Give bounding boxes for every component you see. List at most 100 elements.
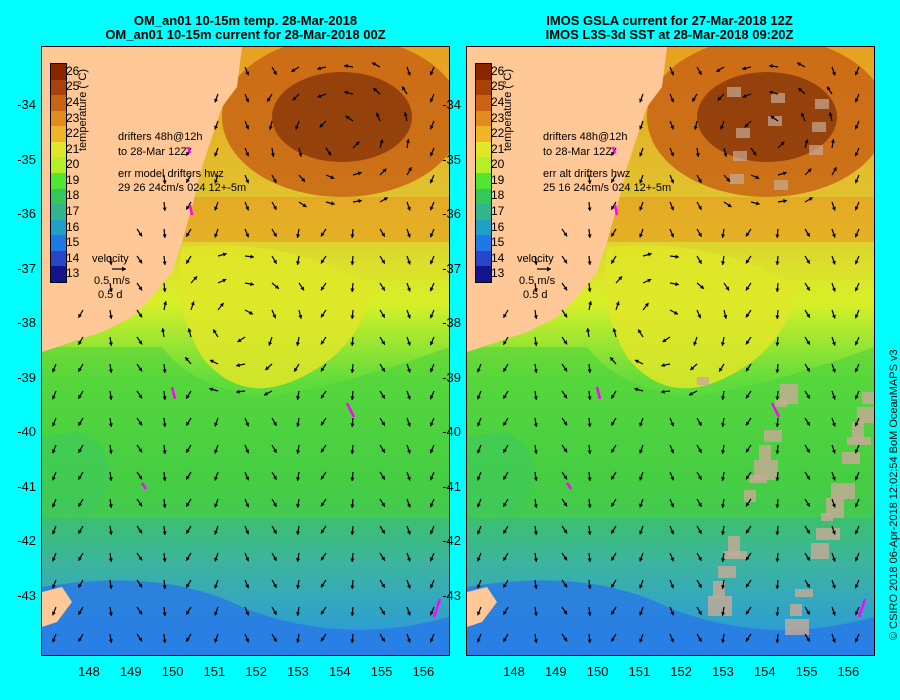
current-arrowhead: [429, 152, 434, 157]
current-arrowhead: [854, 206, 859, 211]
current-arrowhead: [563, 286, 568, 291]
longitude-label: 150: [586, 664, 609, 679]
current-arrowhead: [831, 287, 836, 292]
current-arrowhead: [292, 96, 297, 101]
current-arrowhead: [742, 66, 747, 71]
current-arrowhead: [51, 503, 56, 508]
current-arrowhead: [373, 88, 378, 92]
current-arrowhead: [78, 637, 82, 642]
drifter-track: [170, 386, 177, 400]
current-arrowhead: [358, 199, 362, 204]
current-arrowhead: [723, 314, 728, 319]
left-velocity-time: 0.5 d: [98, 289, 123, 301]
current-arrowhead: [533, 261, 538, 265]
current-arrowhead: [586, 328, 591, 332]
current-arrowhead: [692, 97, 696, 102]
current-arrowhead: [186, 637, 190, 642]
current-arrowhead: [611, 394, 615, 399]
current-arrowhead: [611, 178, 615, 183]
current-arrowhead: [350, 531, 355, 535]
current-arrowhead: [298, 152, 303, 157]
right-title-line2: IMOS L3S-3d SST at 28-Mar-2018 09:20Z: [545, 27, 794, 42]
current-arrowhead: [138, 448, 143, 453]
current-arrowhead: [429, 368, 434, 373]
latitude-label: -40: [442, 424, 461, 439]
current-arrowhead: [245, 611, 250, 616]
current-arrowhead: [138, 313, 143, 318]
drifter-track: [857, 598, 867, 618]
latitude-label: -36: [442, 206, 461, 221]
current-arrowhead: [533, 612, 538, 616]
no-data-patch: [718, 566, 736, 578]
current-arrowhead: [587, 261, 592, 265]
current-arrowhead: [245, 179, 250, 184]
current-arrowhead: [563, 583, 568, 588]
current-arrowhead: [854, 98, 859, 103]
current-arrowhead: [831, 341, 836, 346]
current-arrowhead: [831, 584, 836, 589]
current-arrowhead: [721, 234, 726, 238]
current-arrowhead: [429, 314, 434, 319]
current-arrowhead: [245, 125, 250, 130]
current-arrowhead: [214, 584, 219, 589]
current-arrowhead: [245, 476, 250, 481]
current-arrowhead: [272, 178, 277, 183]
current-arrowhead: [320, 340, 325, 345]
right-map-canvas: [467, 47, 874, 655]
colorbar-tick-label: 23: [491, 110, 505, 125]
current-arrowhead: [745, 610, 750, 615]
current-arrowhead: [108, 477, 113, 481]
current-arrowhead: [503, 448, 507, 453]
current-arrowhead: [725, 286, 730, 291]
credit-text: © CSIRO 2018 06-Apr-2018 12:02:54 BoM Oc…: [888, 349, 900, 640]
current-arrowhead: [406, 395, 411, 400]
current-arrowhead: [406, 233, 411, 238]
current-arrowhead: [355, 141, 360, 146]
current-arrowhead: [670, 233, 675, 238]
colorbar-tick-label: 19: [66, 172, 80, 187]
current-arrowhead: [698, 610, 702, 615]
current-arrowhead: [611, 259, 615, 264]
current-arrowhead: [273, 583, 277, 588]
current-arrowhead: [639, 530, 644, 535]
current-arrowhead: [854, 368, 859, 373]
current-arrowhead: [78, 610, 82, 615]
current-arrowhead: [611, 556, 615, 561]
current-arrowhead: [406, 503, 411, 508]
left-err-line2: 29 26 24cm/s 024 12+-5m: [118, 182, 247, 194]
current-arrowhead: [274, 284, 279, 289]
current-arrowhead: [320, 448, 325, 453]
current-arrowhead: [806, 610, 810, 615]
current-arrowhead: [320, 259, 325, 264]
current-arrowhead: [429, 98, 434, 103]
current-arrowhead: [804, 139, 809, 144]
latitude-label: -41: [442, 478, 461, 494]
longitude-label: 152: [670, 664, 693, 679]
current-arrowhead: [503, 313, 507, 318]
current-arrowhead: [209, 359, 214, 364]
current-arrowhead: [503, 367, 507, 372]
no-data-patch: [774, 180, 788, 190]
current-arrowhead: [476, 557, 481, 562]
current-arrowhead: [699, 284, 704, 289]
current-arrowhead: [245, 530, 250, 535]
current-arrowhead: [661, 363, 665, 368]
colorbar-segment: [51, 173, 66, 190]
tasmania-land: [467, 587, 497, 627]
current-arrowhead: [186, 448, 190, 453]
current-arrowhead: [214, 530, 219, 535]
current-arrowhead: [695, 153, 700, 157]
current-arrowhead: [383, 197, 388, 201]
current-arrowhead: [245, 638, 250, 643]
current-arrowhead: [563, 637, 568, 642]
current-arrowhead: [214, 98, 219, 103]
current-arrowhead: [296, 261, 301, 265]
no-data-patch: [713, 581, 725, 597]
current-arrowhead: [186, 205, 190, 210]
current-arrowhead: [248, 310, 253, 315]
current-arrowhead: [775, 504, 780, 508]
current-arrowhead: [533, 504, 538, 508]
current-arrowhead: [429, 557, 434, 562]
drifter-track: [595, 386, 602, 400]
current-arrowhead: [831, 314, 836, 319]
